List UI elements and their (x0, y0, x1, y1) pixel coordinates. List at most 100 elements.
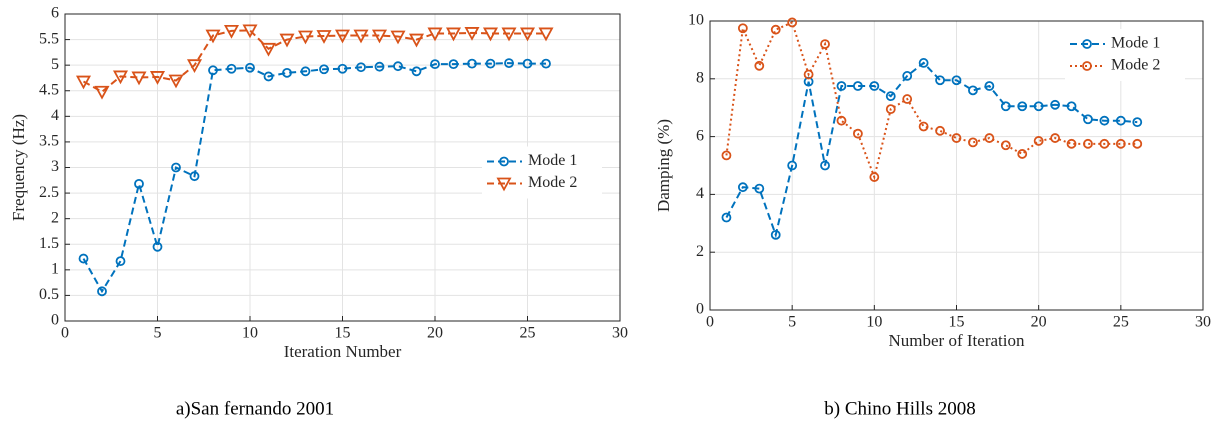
legend-label: Mode 1 (528, 152, 577, 169)
data-point (853, 128, 863, 139)
x-axis-label: Iteration Number (284, 342, 402, 361)
data-point (1115, 115, 1126, 126)
data-point (134, 178, 144, 189)
y-axis-label: Frequency (Hz) (9, 114, 28, 221)
data-point (770, 229, 781, 240)
data-point (836, 81, 847, 91)
series-line (725, 21, 1138, 181)
y-tick-label: 4 (696, 185, 704, 202)
data-point (951, 133, 962, 143)
data-point (1066, 138, 1077, 149)
data-point (541, 58, 551, 69)
data-point (522, 58, 533, 69)
legend-marker (499, 156, 509, 167)
data-point (464, 27, 480, 41)
data-point (538, 27, 554, 42)
data-point (737, 23, 748, 34)
data-point (131, 71, 147, 86)
data-point (223, 24, 240, 39)
legend-label: Mode 2 (1111, 57, 1160, 74)
y-tick-label: 2 (696, 243, 704, 260)
legend-box (482, 146, 602, 199)
data-point (1132, 138, 1143, 149)
y-tick-label: 3.5 (39, 133, 59, 150)
data-point (1099, 115, 1110, 126)
y-tick-label: 5 (51, 56, 59, 73)
caption: a)San fernando 2001 (176, 398, 334, 419)
data-point (770, 24, 781, 35)
data-point (186, 59, 203, 74)
y-tick-label: 6 (51, 5, 59, 22)
legend-label: Mode 1 (1111, 35, 1160, 52)
legend-marker (1082, 61, 1092, 71)
y-tick-label: 10 (688, 12, 704, 29)
y-tick-label: 2.5 (39, 184, 59, 201)
data-point (300, 66, 311, 77)
data-point (112, 70, 129, 85)
data-point (885, 104, 896, 115)
caption: b) Chino Hills 2008 (824, 398, 975, 419)
data-point (374, 61, 385, 72)
data-point (78, 253, 89, 264)
data-point (371, 29, 388, 44)
data-point (226, 63, 237, 74)
x-tick-label: 10 (242, 325, 258, 342)
data-point (885, 91, 896, 102)
data-point (189, 171, 200, 182)
data-point (902, 71, 913, 81)
data-point (334, 29, 351, 44)
data-point (820, 160, 830, 171)
y-tick-label: 1 (51, 261, 59, 278)
x-tick-label: 5 (788, 314, 796, 331)
x-tick-label: 15 (949, 314, 965, 331)
data-point (208, 65, 218, 76)
data-point (1066, 101, 1077, 112)
data-point (356, 62, 366, 73)
data-point (408, 33, 425, 48)
data-point (918, 58, 929, 68)
x-tick-label: 30 (612, 325, 628, 342)
data-point (205, 29, 221, 44)
data-point (754, 60, 765, 71)
data-point (168, 74, 184, 89)
data-point (519, 27, 536, 42)
data-point (149, 71, 166, 85)
data-point (918, 121, 929, 132)
x-tick-label: 25 (1113, 314, 1129, 331)
x-tick-label: 0 (706, 314, 714, 331)
data-point (485, 58, 496, 69)
data-point (1000, 101, 1011, 112)
data-point (787, 17, 798, 28)
y-tick-label: 5.5 (39, 30, 59, 47)
data-point (152, 241, 163, 252)
x-tick-label: 5 (154, 325, 162, 342)
data-point (504, 58, 514, 69)
data-point (1132, 117, 1143, 128)
data-point (1050, 133, 1060, 143)
data-point (984, 133, 995, 143)
data-point (1033, 136, 1044, 146)
data-point (427, 27, 443, 42)
data-point (94, 85, 110, 100)
series-line (725, 61, 1138, 239)
y-tick-label: 4 (51, 107, 59, 124)
data-point (245, 62, 255, 73)
plot-frame (709, 20, 1204, 311)
data-point (337, 63, 348, 74)
data-point (869, 172, 880, 182)
y-tick-label: 0.5 (39, 286, 59, 303)
data-point (430, 59, 440, 70)
data-point (968, 137, 978, 148)
y-tick-label: 8 (696, 69, 704, 86)
data-point (75, 75, 92, 90)
data-point (316, 30, 332, 44)
data-point (242, 24, 258, 39)
data-point (115, 256, 126, 267)
data-point (171, 162, 181, 173)
data-point (1083, 114, 1093, 125)
x-tick-label: 10 (866, 314, 882, 331)
data-point (721, 212, 732, 223)
data-point (803, 69, 814, 80)
data-point (482, 27, 499, 42)
data-point (279, 33, 295, 48)
